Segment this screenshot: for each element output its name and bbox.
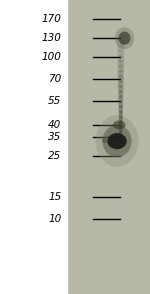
Ellipse shape — [118, 100, 123, 108]
Ellipse shape — [117, 64, 124, 73]
Ellipse shape — [118, 95, 123, 103]
Ellipse shape — [96, 115, 138, 167]
Text: 70: 70 — [48, 74, 62, 84]
Ellipse shape — [118, 69, 124, 78]
Ellipse shape — [115, 27, 134, 49]
Ellipse shape — [117, 34, 125, 43]
Ellipse shape — [117, 44, 125, 53]
Ellipse shape — [118, 105, 123, 113]
Text: 35: 35 — [48, 132, 62, 142]
Ellipse shape — [118, 85, 124, 93]
Ellipse shape — [118, 74, 124, 83]
Ellipse shape — [119, 120, 123, 129]
Text: 40: 40 — [48, 120, 62, 130]
Ellipse shape — [117, 39, 125, 48]
Ellipse shape — [118, 90, 123, 98]
Ellipse shape — [117, 49, 124, 58]
Ellipse shape — [102, 125, 132, 157]
Ellipse shape — [119, 130, 122, 139]
Text: 15: 15 — [48, 192, 62, 202]
Bar — [68, 0, 150, 294]
Ellipse shape — [113, 121, 126, 129]
Text: 55: 55 — [48, 96, 62, 106]
Bar — [0, 0, 68, 294]
Text: 130: 130 — [42, 33, 62, 43]
Ellipse shape — [118, 80, 124, 88]
Ellipse shape — [118, 32, 130, 45]
Text: 10: 10 — [48, 214, 62, 224]
Ellipse shape — [117, 59, 124, 68]
Ellipse shape — [119, 110, 123, 119]
Ellipse shape — [107, 133, 127, 149]
Ellipse shape — [119, 125, 123, 134]
Ellipse shape — [117, 54, 124, 63]
Ellipse shape — [119, 115, 123, 124]
Text: 170: 170 — [42, 14, 62, 24]
Text: 100: 100 — [42, 52, 62, 62]
Text: 25: 25 — [48, 151, 62, 161]
